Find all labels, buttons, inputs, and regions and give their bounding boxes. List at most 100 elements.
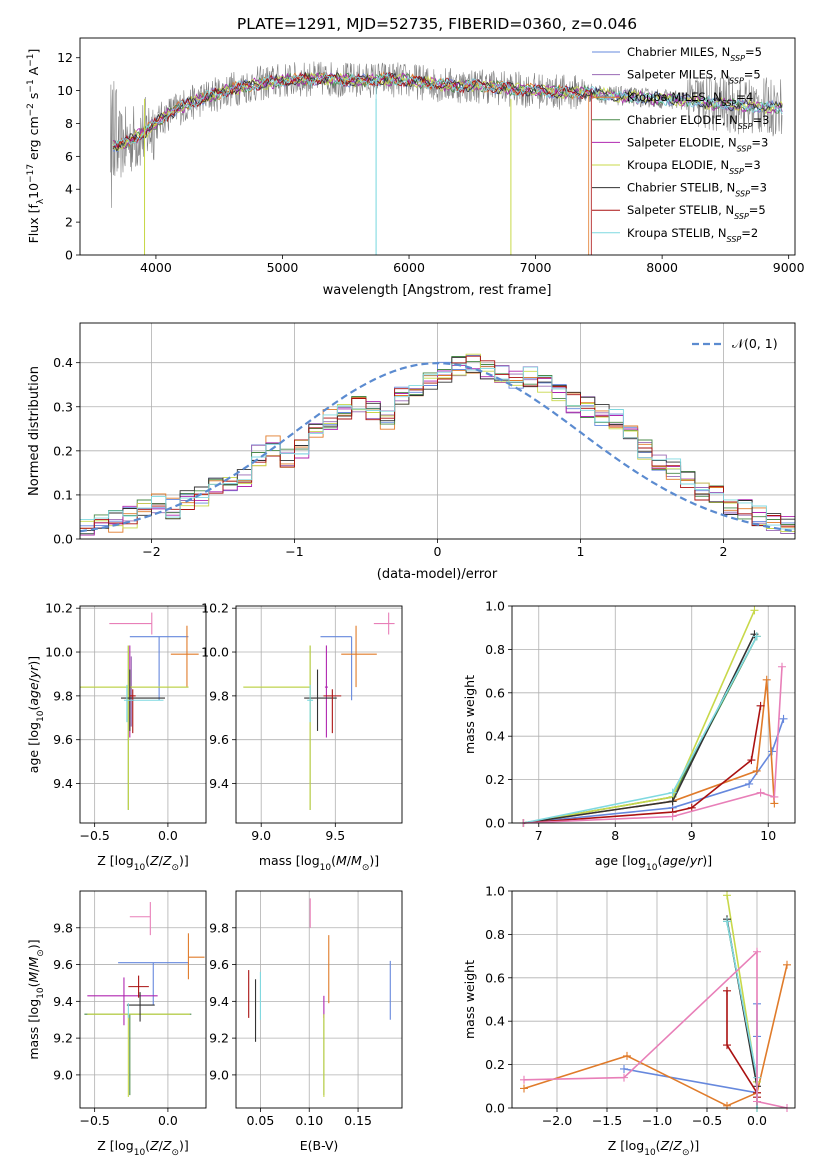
y-tick-label: 0.0 xyxy=(53,532,73,547)
label-part: )] xyxy=(26,656,41,666)
residual-histogram-7 xyxy=(80,357,795,539)
legend-count: =5 xyxy=(744,68,761,82)
label-part: / xyxy=(669,1138,674,1153)
label-part: −2 xyxy=(26,103,36,116)
legend-sub: SSP xyxy=(734,212,749,221)
weight-marker xyxy=(668,788,677,797)
weight-marker xyxy=(723,1041,731,1050)
x-tick-label: 7000 xyxy=(520,260,552,275)
x-tick-label: 10 xyxy=(760,828,776,843)
label-part: age [log xyxy=(26,722,41,773)
y-tick-label: 0.2 xyxy=(485,772,505,787)
weight-marker xyxy=(747,756,756,765)
x-axis-label: Z [log10(Z/Z⊙)] xyxy=(97,853,189,873)
x-tick-label: 6000 xyxy=(393,260,425,275)
legend-count: =3 xyxy=(744,158,761,172)
label-part: Z [log xyxy=(608,1138,644,1153)
errorbar-point xyxy=(307,684,314,723)
label-part: )] xyxy=(702,853,712,868)
label-part: ( xyxy=(145,1138,150,1153)
label-part: ⊙ xyxy=(171,863,179,873)
weight-marker xyxy=(623,1051,631,1060)
y-tick-label: 9.4 xyxy=(53,994,73,1009)
axes-frame xyxy=(511,890,796,1109)
errorbar-point xyxy=(80,645,189,810)
weight-marker xyxy=(750,606,759,615)
y-tick-label: 9.2 xyxy=(53,1031,73,1046)
y-tick-label: 0.3 xyxy=(53,399,73,414)
y-axis-label: mass weight xyxy=(462,960,477,1039)
label-part: Z xyxy=(149,1138,159,1153)
weight-marker xyxy=(668,797,677,806)
legend-name: Kroupa STELIB, N xyxy=(627,226,727,240)
legend-entry: 𝒩(0, 1) xyxy=(732,336,778,351)
errorbar-point xyxy=(323,689,342,734)
label-part: M xyxy=(26,972,41,983)
legend-entry: Salpeter ELODIE, NSSP=3 xyxy=(627,135,768,153)
y-tick-label: 4 xyxy=(65,182,73,197)
y-tick-label: 9.2 xyxy=(209,1031,229,1046)
legend-name: Salpeter ELODIE, N xyxy=(627,135,737,149)
legend-count: =4 xyxy=(736,90,753,104)
weight-marker xyxy=(620,1073,628,1082)
axes-frame xyxy=(79,890,207,1109)
x-tick-label: −0.5 xyxy=(79,1113,109,1128)
y-axis-label: Normed distribution xyxy=(27,366,42,496)
y-tick-label: 9.8 xyxy=(53,920,73,935)
label-part: )] xyxy=(179,853,189,868)
weight-marker xyxy=(779,714,788,723)
y-tick-label: 0 xyxy=(65,248,73,263)
errorbar-point xyxy=(243,645,311,810)
label-part: 10 xyxy=(26,183,41,199)
residual-histogram-9 xyxy=(80,363,795,539)
weight-vs-z-panel: −2.0 −1.5 −1.0 −0.5 0.0 0.0 0.2 0.4 0.6 0.8 1.0 Z [… xyxy=(462,884,796,1158)
errorbar-point xyxy=(118,962,189,1006)
errorbar-point xyxy=(87,1013,190,1097)
y-tick-label: 9.8 xyxy=(209,688,229,703)
y-tick-label: 9.6 xyxy=(53,957,73,972)
label-part: M xyxy=(26,956,41,967)
y-tick-label: 10 xyxy=(57,83,73,98)
y-tick-label: 2 xyxy=(65,215,73,230)
label-part: 10 xyxy=(36,987,46,999)
weight-marker xyxy=(520,1084,528,1093)
x-tick-label: 0.0 xyxy=(158,828,178,843)
label-part: E(B-V) xyxy=(300,1138,339,1153)
legend-name: Chabrier MILES, N xyxy=(627,45,730,59)
y-tick-label: 9.4 xyxy=(209,994,229,1009)
y-tick-label: 10.2 xyxy=(45,601,73,616)
label-part: s xyxy=(26,93,41,104)
x-tick-label: 0.05 xyxy=(246,1113,274,1128)
weight-line xyxy=(726,921,758,1108)
weight-marker xyxy=(753,947,761,956)
y-tick-label: 9.8 xyxy=(53,688,73,703)
label-part: / xyxy=(26,967,41,972)
y-tick-label: 0.0 xyxy=(485,1101,505,1116)
x-tick-label: 9.5 xyxy=(325,828,345,843)
y-tick-label: 9.0 xyxy=(209,1067,229,1082)
legend-entry: Chabrier STELIB, NSSP=3 xyxy=(627,181,767,199)
y-tick-label: 12 xyxy=(57,50,73,65)
label-part: ( xyxy=(26,983,41,988)
label-part: −1 xyxy=(26,79,36,92)
legend-entry: Chabrier MILES, NSSP=5 xyxy=(627,45,762,63)
x-tick-label: 5000 xyxy=(267,260,299,275)
legend-count: =3 xyxy=(750,181,767,195)
label-part: )] xyxy=(369,853,379,868)
errorbar-point xyxy=(320,636,353,701)
weight-marker xyxy=(723,891,731,900)
mass-vs-z-panel: −0.5 0.09.09.29.49.69.8Z [log10(Z/Z⊙)]mas… xyxy=(26,890,207,1158)
weight-series xyxy=(520,960,791,1110)
label-part: Z xyxy=(162,1138,172,1153)
label-part: λ xyxy=(36,198,46,204)
residuals-panel: −2 −1 0 1 2 0.0 0.1 0.2 0.3 0.4 𝒩(0, 1) (data-model… xyxy=(27,322,796,582)
legend-name: Salpeter STELIB, N xyxy=(627,203,734,217)
errorbar-point xyxy=(123,684,164,723)
y-tick-label: 9.8 xyxy=(209,920,229,935)
errorbar-point xyxy=(128,656,135,727)
x-axis-label: E(B-V) xyxy=(300,1138,339,1153)
y-tick-label: 0.2 xyxy=(485,1057,505,1072)
label-part: 10 xyxy=(646,863,658,873)
weight-marker xyxy=(723,1101,731,1110)
